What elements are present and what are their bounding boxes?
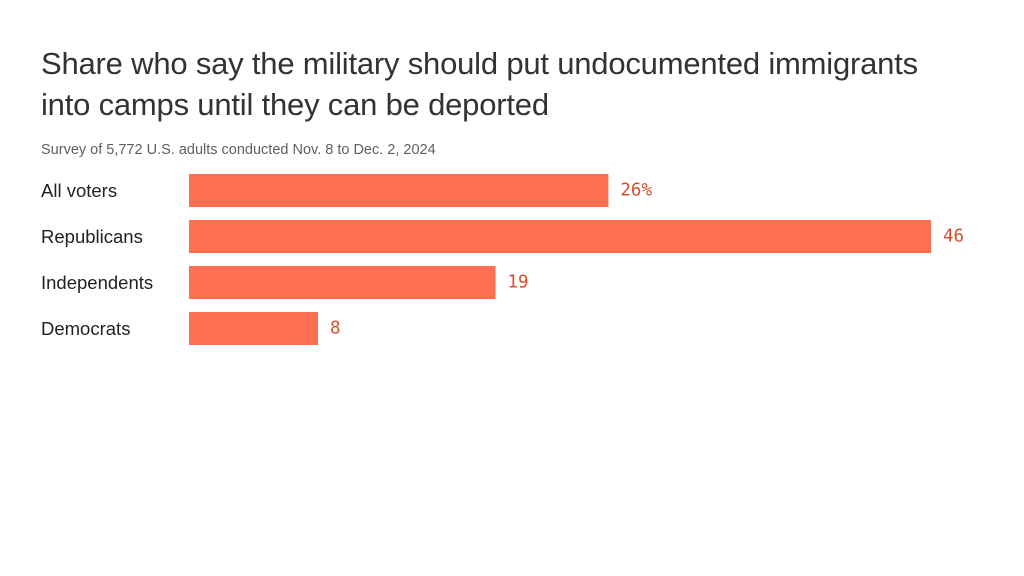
- category-label: Democrats: [41, 318, 130, 339]
- bar: [189, 174, 609, 207]
- category-label: All voters: [41, 180, 117, 201]
- value-label: 8: [330, 319, 341, 339]
- value-label: 19: [507, 273, 528, 293]
- chart-subtitle: Survey of 5,772 U.S. adults conducted No…: [41, 142, 436, 158]
- bar: [189, 266, 496, 299]
- value-label: 46: [943, 227, 964, 247]
- value-label: 26%: [620, 181, 652, 201]
- category-label: Independents: [41, 272, 153, 293]
- chart-title: Share who say the military should put un…: [41, 46, 918, 122]
- category-label: Republicans: [41, 226, 143, 247]
- bar: [189, 312, 319, 345]
- bar: [189, 220, 931, 253]
